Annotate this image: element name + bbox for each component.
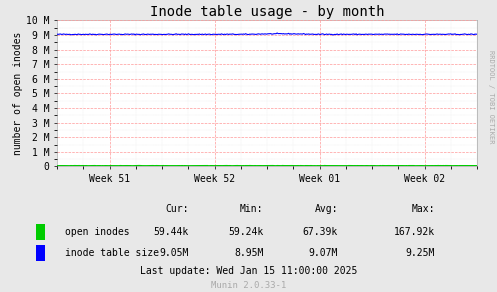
Text: Last update: Wed Jan 15 11:00:00 2025: Last update: Wed Jan 15 11:00:00 2025: [140, 266, 357, 276]
Text: Munin 2.0.33-1: Munin 2.0.33-1: [211, 281, 286, 290]
Text: Cur:: Cur:: [166, 204, 189, 214]
Text: 67.39k: 67.39k: [303, 227, 338, 237]
Text: inode table size: inode table size: [65, 248, 159, 258]
Text: Max:: Max:: [412, 204, 435, 214]
Text: Min:: Min:: [240, 204, 263, 214]
Text: 59.44k: 59.44k: [154, 227, 189, 237]
Text: 9.25M: 9.25M: [406, 248, 435, 258]
Text: 167.92k: 167.92k: [394, 227, 435, 237]
Text: Avg:: Avg:: [315, 204, 338, 214]
Text: open inodes: open inodes: [65, 227, 129, 237]
Text: RRDTOOL / TOBI OETIKER: RRDTOOL / TOBI OETIKER: [488, 50, 494, 143]
Y-axis label: number of open inodes: number of open inodes: [13, 32, 23, 155]
Title: Inode table usage - by month: Inode table usage - by month: [150, 5, 384, 19]
Text: 8.95M: 8.95M: [234, 248, 263, 258]
Text: 9.05M: 9.05M: [160, 248, 189, 258]
Text: 59.24k: 59.24k: [228, 227, 263, 237]
Text: 9.07M: 9.07M: [309, 248, 338, 258]
